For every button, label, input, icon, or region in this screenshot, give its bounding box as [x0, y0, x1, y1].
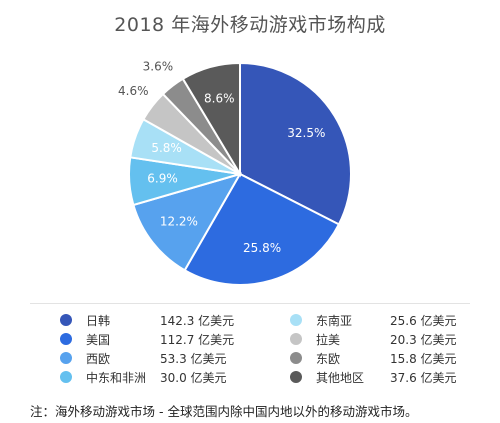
- chart-title: 2018 年海外移动游戏市场构成: [114, 14, 386, 36]
- legend-swatch: [290, 352, 302, 364]
- legend-swatch: [290, 314, 302, 326]
- legend-value: 37.6 亿美元: [390, 371, 457, 385]
- slice-label: 4.6%: [118, 84, 149, 98]
- legend-value: 15.8 亿美元: [390, 352, 457, 366]
- legend-swatch: [290, 333, 302, 345]
- slice-label: 32.5%: [287, 126, 325, 140]
- legend-swatch: [60, 333, 72, 345]
- legend-label: 中东和非洲: [86, 371, 147, 385]
- legend-value: 112.7 亿美元: [160, 333, 235, 347]
- legend-label: 美国: [86, 333, 111, 347]
- footnote: 注：海外移动游戏市场 - 全球范围内除中国内地以外的移动游戏市场。: [30, 404, 418, 419]
- slice-label: 8.6%: [204, 92, 235, 106]
- slice-label: 12.2%: [160, 215, 198, 229]
- slice-label: 5.8%: [151, 141, 182, 155]
- pie-chart: 32.5% 25.8% 12.2% 6.9% 5.8% 4.6% 3.6% 8.6%: [118, 59, 352, 286]
- legend-swatch: [290, 371, 302, 383]
- legend-label: 其他地区: [316, 371, 365, 385]
- legend-label: 拉美: [316, 333, 341, 347]
- pie-slice: [239, 61, 352, 226]
- legend-value: 30.0 亿美元: [160, 371, 227, 385]
- legend-value: 142.3 亿美元: [160, 314, 235, 328]
- legend-label: 西欧: [86, 352, 111, 366]
- slice-label: 25.8%: [243, 241, 281, 255]
- legend-swatch: [60, 314, 72, 326]
- legend-label: 日韩: [86, 314, 111, 328]
- pie-slice: [183, 172, 341, 286]
- legend-value: 20.3 亿美元: [390, 333, 457, 347]
- legend-label: 东欧: [316, 352, 341, 366]
- slice-label: 3.6%: [143, 59, 174, 73]
- slice-label: 6.9%: [147, 172, 178, 186]
- legend-value: 53.3 亿美元: [160, 352, 227, 366]
- legend-swatch: [60, 371, 72, 383]
- legend-label: 东南亚: [316, 314, 353, 328]
- pie-slice: [181, 61, 241, 178]
- legend-swatch: [60, 352, 72, 364]
- legend-divider: [30, 303, 470, 304]
- legend-value: 25.6 亿美元: [390, 314, 457, 328]
